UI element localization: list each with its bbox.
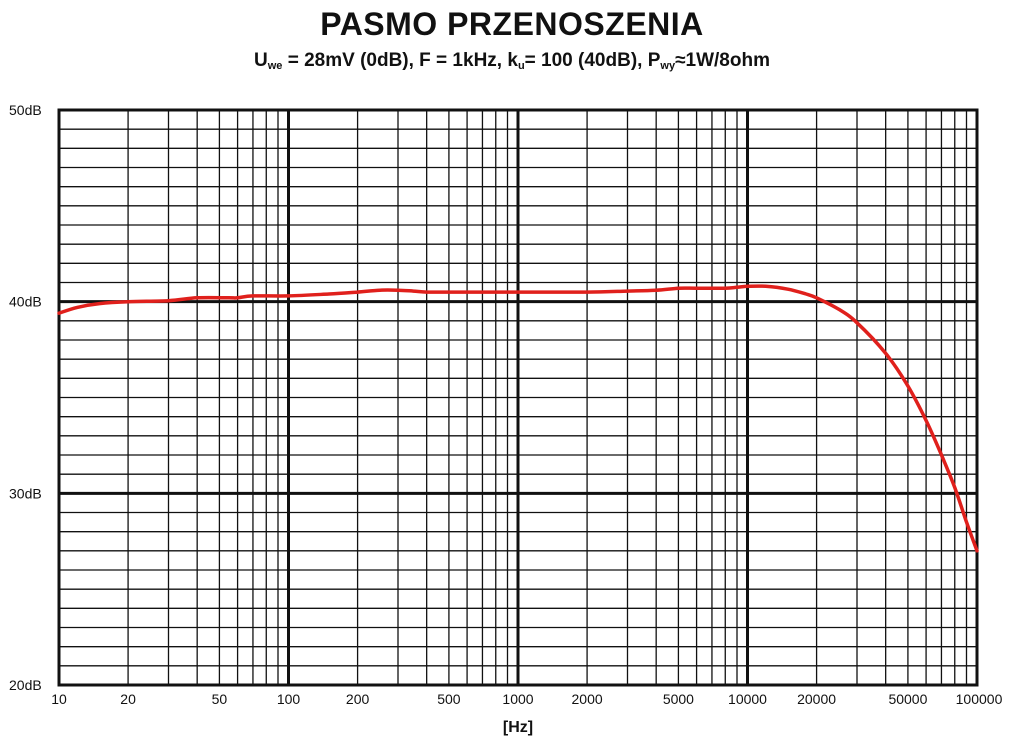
x-tick-label: 100 xyxy=(277,691,301,707)
x-tick-label: 1000 xyxy=(502,691,533,707)
x-tick-labels: 10 20 50 100 200 500 1000 2000 5000 10000 20000 500… xyxy=(51,691,1002,707)
x-tick-label: 20 xyxy=(120,691,136,707)
y-tick-labels: 20dB 30dB 40dB 50dB xyxy=(9,102,42,693)
x-tick-label: 10000 xyxy=(728,691,767,707)
x-tick-label: 200 xyxy=(346,691,370,707)
y-tick-label: 50dB xyxy=(9,102,42,118)
x-tick-label: 5000 xyxy=(663,691,694,707)
x-tick-label: 500 xyxy=(437,691,461,707)
x-tick-label: 2000 xyxy=(572,691,603,707)
x-tick-label: 100000 xyxy=(956,691,1003,707)
x-tick-label: 20000 xyxy=(797,691,836,707)
x-tick-label: 50000 xyxy=(888,691,927,707)
x-tick-label: 50 xyxy=(212,691,228,707)
y-tick-label: 30dB xyxy=(9,485,42,501)
y-tick-label: 40dB xyxy=(9,294,42,310)
y-tick-label: 20dB xyxy=(9,677,42,693)
x-tick-label: 10 xyxy=(51,691,67,707)
x-axis-label: [Hz] xyxy=(503,719,533,736)
